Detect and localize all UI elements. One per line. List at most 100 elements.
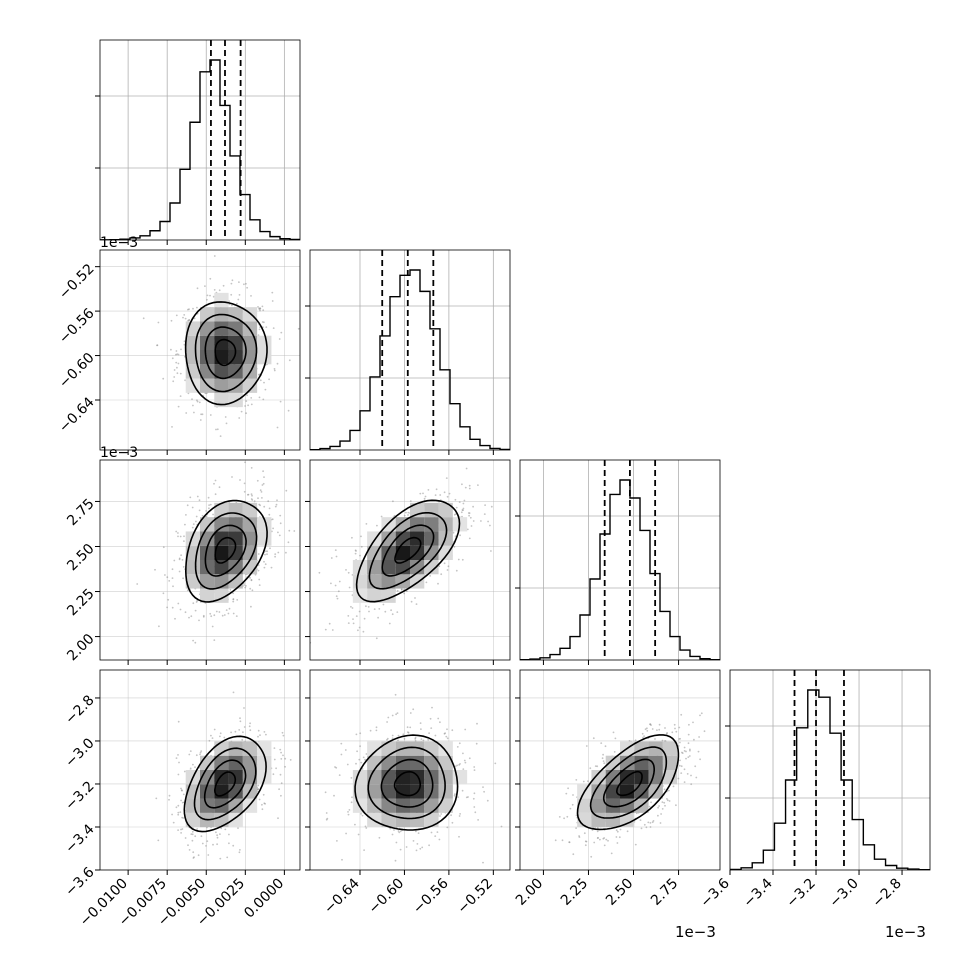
sample-point	[347, 622, 350, 624]
sample-point	[162, 546, 165, 549]
sample-point	[347, 615, 350, 617]
sample-point	[228, 607, 231, 610]
sample-point	[403, 738, 406, 740]
sample-point	[180, 832, 183, 834]
sample-point	[590, 855, 593, 858]
histogram-step	[520, 479, 720, 660]
sample-point	[340, 753, 343, 756]
sample-point	[346, 763, 349, 766]
sample-point	[362, 756, 365, 759]
sample-point	[225, 609, 228, 611]
density-cell	[395, 770, 410, 785]
sample-point	[613, 751, 616, 753]
sample-point	[412, 840, 415, 842]
density-cell	[214, 364, 229, 379]
sample-point	[209, 294, 211, 297]
sample-point	[387, 716, 390, 719]
sample-point	[330, 557, 333, 559]
sample-point	[280, 758, 283, 760]
density-cell	[367, 574, 382, 589]
sample-point	[446, 826, 449, 829]
sample-point	[280, 782, 283, 785]
sample-point	[154, 568, 156, 571]
y-tick-label: −3.4	[62, 821, 97, 856]
sample-point	[455, 506, 458, 509]
sample-point	[232, 612, 235, 615]
sample-point	[389, 827, 392, 830]
sample-point	[365, 753, 368, 755]
sample-point	[367, 606, 370, 608]
sample-point	[247, 404, 250, 407]
sample-point	[276, 426, 279, 429]
sample-point	[190, 615, 193, 618]
density-cell	[352, 574, 368, 589]
sample-point	[397, 734, 400, 737]
sample-point	[473, 806, 476, 808]
sample-point	[458, 742, 461, 745]
sample-point	[376, 524, 378, 527]
density-contour	[184, 499, 268, 603]
sample-point	[181, 789, 183, 792]
sample-point	[259, 489, 262, 492]
sample-point	[484, 504, 486, 506]
sample-point	[205, 515, 208, 518]
density-cell	[257, 531, 272, 546]
sample-point	[486, 799, 489, 802]
sample-point	[263, 560, 265, 563]
sample-point	[194, 609, 197, 612]
sample-point	[475, 742, 478, 745]
sample-point	[273, 369, 276, 372]
sample-point	[219, 732, 222, 735]
sample-point	[603, 762, 606, 765]
density-cell	[648, 741, 663, 756]
sample-point	[378, 836, 381, 839]
density-cell	[438, 770, 453, 785]
sample-point	[407, 514, 409, 516]
sample-point	[378, 608, 381, 610]
density-cell	[367, 798, 382, 813]
sample-point	[440, 573, 443, 576]
sample-point	[271, 291, 274, 294]
sample-point	[212, 513, 215, 516]
sample-point	[284, 765, 286, 768]
sample-point	[200, 451, 202, 453]
sample-point	[458, 835, 460, 838]
sample-point	[572, 853, 575, 856]
sample-point	[188, 849, 191, 851]
sample-point	[687, 733, 690, 736]
sample-point	[266, 553, 268, 556]
sample-point	[180, 799, 183, 802]
sample-point	[278, 338, 281, 340]
sample-point	[170, 348, 172, 351]
density-cell	[367, 741, 382, 756]
sample-point	[616, 830, 619, 833]
sample-point	[645, 826, 648, 829]
sample-point	[443, 562, 446, 565]
sample-point	[359, 745, 361, 748]
sample-point	[461, 789, 464, 792]
sample-point	[257, 306, 259, 308]
sample-point	[456, 746, 459, 748]
sample-point	[587, 780, 589, 783]
density-contour	[367, 746, 446, 820]
sample-point	[199, 751, 202, 754]
panel-3-0: −0.0100−0.0075−0.0050−0.00250.0000−3.6−3…	[62, 669, 301, 930]
sample-point	[198, 499, 201, 502]
sample-point	[192, 857, 195, 859]
sample-point	[213, 614, 216, 617]
sample-point	[164, 574, 166, 576]
sample-point	[232, 691, 235, 694]
sample-point	[462, 502, 465, 505]
sample-point	[569, 807, 572, 810]
sample-point	[258, 373, 261, 376]
sample-point	[258, 503, 261, 506]
sample-point	[604, 745, 607, 748]
sample-point	[658, 728, 661, 731]
density-cell	[381, 560, 396, 575]
panel-3-2: 2.00 2.25 2.50 2.75	[513, 669, 721, 909]
sample-point	[251, 494, 253, 497]
sample-point	[619, 828, 622, 831]
sample-point	[397, 739, 399, 742]
sample-point	[443, 491, 446, 494]
sample-point	[660, 813, 662, 815]
